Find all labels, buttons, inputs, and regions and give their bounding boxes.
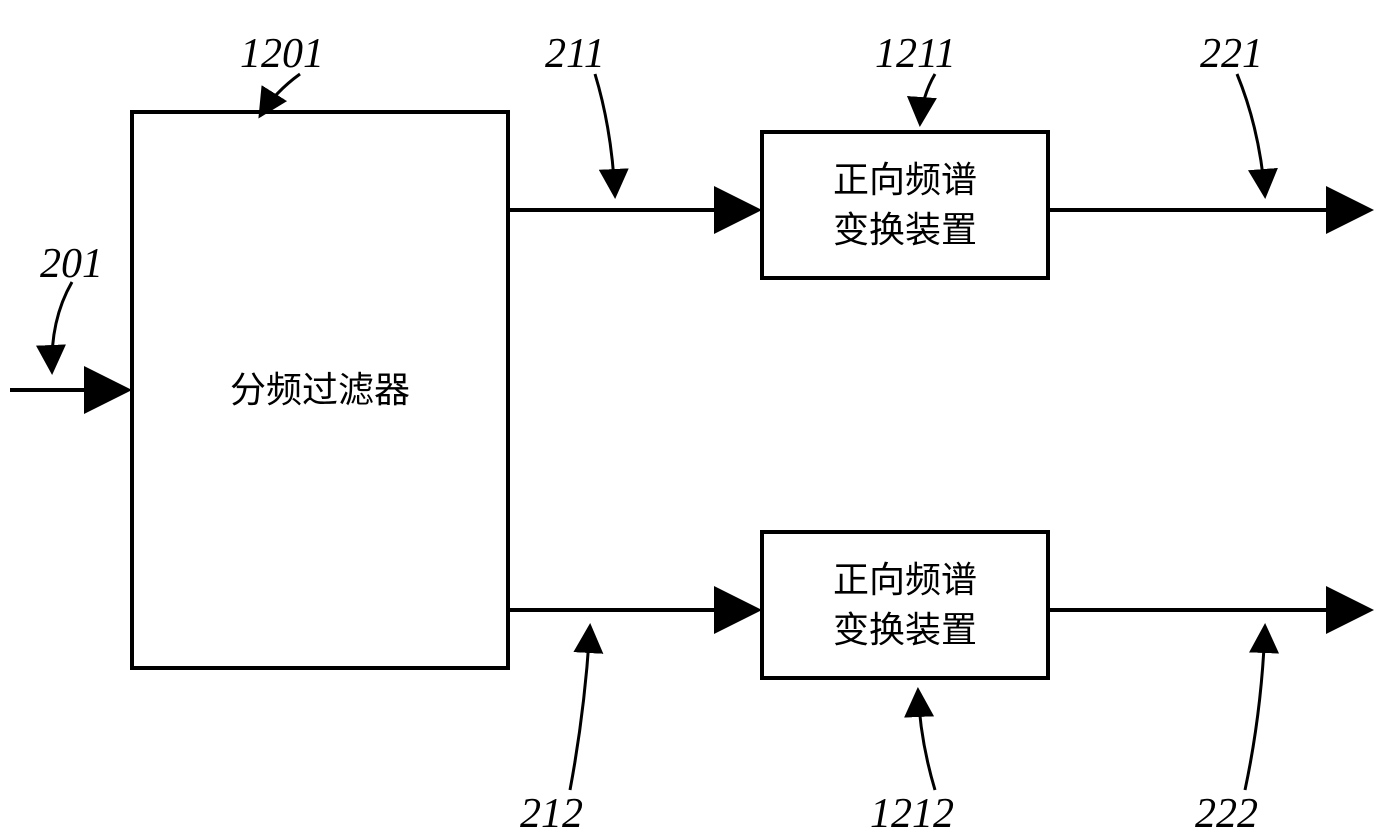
label-212: 212 bbox=[520, 790, 583, 838]
label-1211: 1211 bbox=[875, 30, 956, 78]
filter-box: 分频过滤器 bbox=[130, 110, 510, 670]
transform-top-label-1: 正向频谱 bbox=[833, 155, 977, 205]
label-1212: 1212 bbox=[870, 790, 954, 838]
filter-label: 分频过滤器 bbox=[230, 365, 410, 415]
transform-bottom-label-2: 变换装置 bbox=[833, 605, 977, 655]
leader-222 bbox=[1245, 626, 1265, 790]
transform-top-label-2: 变换装置 bbox=[833, 205, 977, 255]
leader-212 bbox=[570, 626, 590, 790]
transform-top-box: 正向频谱 变换装置 bbox=[760, 130, 1050, 280]
label-211: 211 bbox=[545, 30, 605, 78]
leader-1212 bbox=[918, 690, 935, 790]
label-222: 222 bbox=[1195, 790, 1258, 838]
label-221: 221 bbox=[1200, 30, 1263, 78]
leader-1211 bbox=[920, 74, 935, 124]
label-201: 201 bbox=[40, 240, 103, 288]
leader-221 bbox=[1237, 74, 1265, 196]
transform-bottom-label-1: 正向频谱 bbox=[833, 555, 977, 605]
leader-201 bbox=[52, 282, 72, 372]
transform-bottom-box: 正向频谱 变换装置 bbox=[760, 530, 1050, 680]
leader-211 bbox=[595, 74, 615, 196]
label-1201: 1201 bbox=[240, 30, 324, 78]
